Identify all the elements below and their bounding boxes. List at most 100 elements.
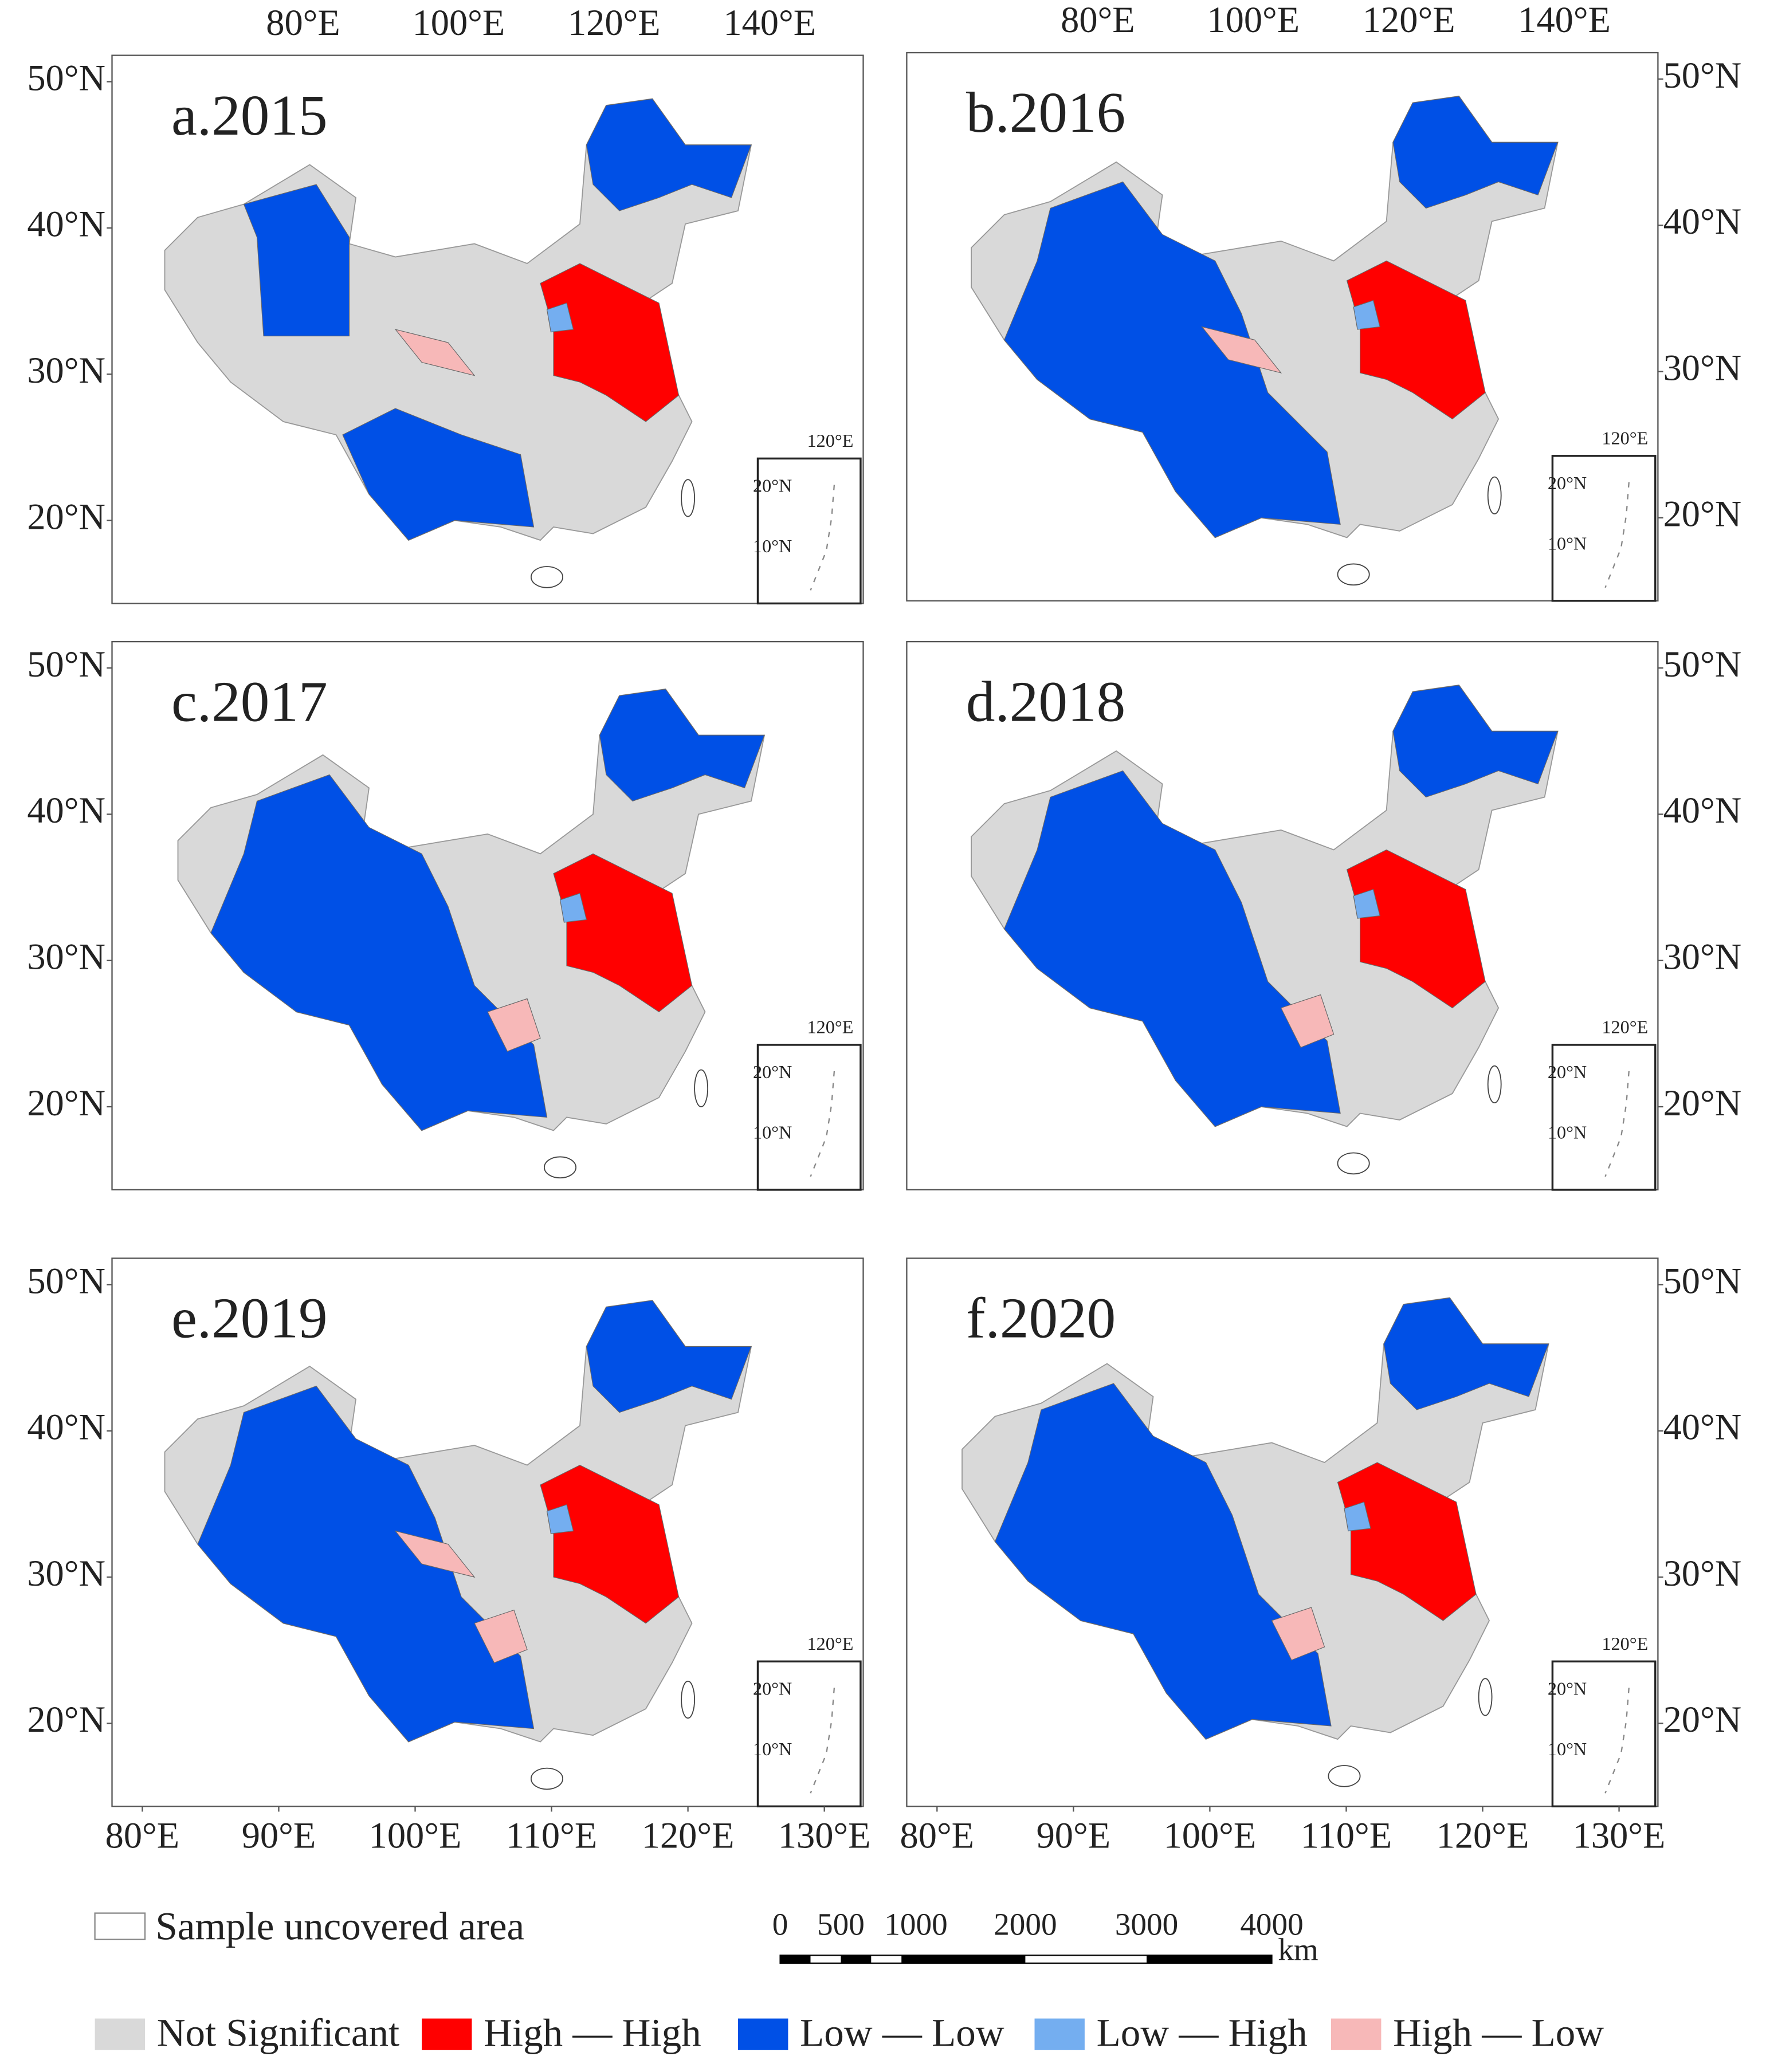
region-low-low [1392, 685, 1559, 798]
legend-label: Low — High [1097, 2011, 1308, 2055]
china-map [177, 688, 766, 1179]
inset-frame [756, 457, 862, 605]
inset-tick-label: 10°N [753, 1122, 792, 1143]
inset-tick-label: 120°E [807, 1017, 854, 1037]
inset-frame [756, 1044, 862, 1191]
region-low-low [1383, 1297, 1549, 1410]
legend-label: Not Significant [157, 2011, 400, 2055]
inset-tick-label: 10°N [753, 1739, 792, 1759]
scale-label: 1000 [884, 1907, 947, 1942]
inset-tick-label: 10°N [753, 536, 792, 556]
lat-tick-label: 20°N [1663, 1699, 1742, 1740]
hainan [1337, 1152, 1370, 1175]
region-low-low [586, 98, 752, 211]
china-map [164, 1300, 752, 1790]
taiwan [694, 1069, 709, 1107]
lon-tick-label: 90°E [1037, 1815, 1110, 1856]
lat-tick-label: 30°N [1663, 347, 1742, 388]
lon-tick-label: 100°E [1207, 0, 1300, 40]
region-low-high [559, 893, 587, 923]
panel-label: a.2015 [171, 83, 328, 147]
lon-tick-label: 120°E [642, 1815, 735, 1856]
lat-tick-label: 20°N [1663, 1083, 1742, 1123]
scale-label: 4000 [1240, 1907, 1303, 1942]
lat-tick-label: 40°N [27, 1407, 105, 1448]
china-map [971, 95, 1559, 586]
scale-label: 500 [817, 1907, 865, 1942]
inset-frame [756, 1660, 862, 1808]
region [1201, 326, 1282, 373]
china-map [164, 98, 752, 588]
region [243, 184, 350, 337]
lon-tick-label: 130°E [1573, 1815, 1666, 1856]
lat-tick-label: 30°N [27, 936, 105, 977]
lon-tick-label: 120°E [568, 2, 661, 43]
lon-tick-label: 140°E [723, 2, 816, 43]
legend-label: High — Low [1393, 2011, 1604, 2055]
inset-tick-label: 120°E [807, 1633, 854, 1654]
inset-tick-label: 20°N [1548, 473, 1587, 493]
region-high-high [553, 853, 693, 1013]
legend-swatch [422, 2018, 472, 2050]
region-low-low [1392, 96, 1559, 209]
scale-segment [901, 1955, 1026, 1964]
panel-label: c.2017 [171, 669, 328, 733]
lat-tick-label: 30°N [1663, 1553, 1742, 1594]
region-high-high [1337, 1462, 1477, 1621]
inset-tick-label: 10°N [1548, 1122, 1587, 1143]
lat-tick-label: 20°N [27, 1083, 105, 1123]
region-low-high [546, 1504, 574, 1534]
lat-tick-label: 40°N [27, 204, 105, 245]
panel-label: f.2020 [966, 1286, 1116, 1350]
region-high-high [540, 263, 680, 422]
hainan [1337, 563, 1370, 586]
lon-tick-label: 100°E [369, 1815, 462, 1856]
scale-segment [841, 1955, 872, 1964]
lon-tick-label: 80°E [105, 1815, 179, 1856]
inset-tick-label: 10°N [1548, 533, 1587, 554]
region [210, 774, 548, 1131]
hainan [1328, 1765, 1361, 1787]
inset-tick-label: 120°E [1602, 1633, 1648, 1654]
taiwan [1487, 1065, 1502, 1104]
region [1271, 1607, 1325, 1661]
inset-tick-label: 120°E [1602, 428, 1648, 449]
inset-frame [1551, 455, 1657, 602]
inset-tick-label: 120°E [807, 430, 854, 451]
hainan [530, 566, 564, 588]
panel-label: d.2018 [966, 669, 1125, 733]
inset-islands [810, 1071, 835, 1177]
inset-tick-label: 120°E [1602, 1017, 1648, 1037]
lat-tick-label: 50°N [27, 57, 105, 98]
taiwan [1478, 1678, 1493, 1716]
region [474, 1609, 528, 1664]
region-low-high [1353, 300, 1380, 330]
lon-tick-label: 110°E [1301, 1815, 1392, 1856]
scale-segment [780, 1955, 811, 1964]
scale-unit: km [1278, 1932, 1318, 1967]
lat-tick-label: 20°N [27, 1699, 105, 1740]
china-map [971, 685, 1559, 1175]
legend-swatch [738, 2018, 788, 2050]
legend-swatch [1331, 2018, 1382, 2050]
lat-tick-label: 30°N [27, 1553, 105, 1594]
region [1003, 181, 1341, 538]
region [394, 329, 476, 376]
region [1003, 770, 1341, 1127]
legend-swatch [94, 1912, 146, 1940]
region-low-low [599, 689, 765, 802]
scale-label: 3000 [1115, 1907, 1178, 1942]
lat-tick-label: 50°N [1663, 1260, 1742, 1301]
lat-tick-label: 40°N [1663, 201, 1742, 242]
hainan [530, 1767, 564, 1790]
lat-tick-label: 30°N [27, 350, 105, 391]
taiwan [1487, 476, 1502, 514]
legend-swatch [1034, 2018, 1085, 2050]
region-low-low [586, 1300, 752, 1413]
lat-tick-label: 20°N [1663, 494, 1742, 534]
china-map [962, 1297, 1549, 1787]
inset-tick-label: 20°N [753, 1678, 792, 1699]
lon-tick-label: 120°E [1437, 1815, 1529, 1856]
lon-tick-label: 90°E [242, 1815, 316, 1856]
